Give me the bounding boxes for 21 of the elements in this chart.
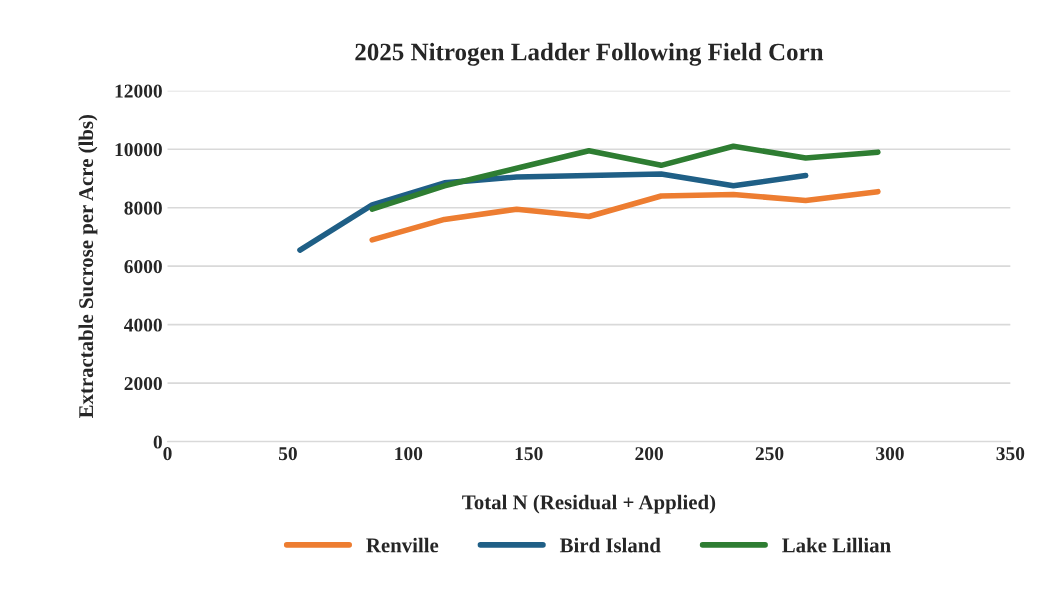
x-tick-label: 100 — [395, 447, 423, 461]
x-tick-label: 350 — [996, 447, 1025, 461]
chart-title: 2025 Nitrogen Ladder Following Field Corn — [355, 42, 824, 66]
x-tick-label: 200 — [635, 447, 663, 461]
x-tick-label: 300 — [876, 447, 904, 461]
legend-label: Renville — [366, 537, 439, 553]
y-tick-label: 6000 — [124, 260, 162, 274]
y-tick-label: 10000 — [115, 143, 162, 157]
y-tick-label: 0 — [153, 435, 162, 449]
x-tick-label: 0 — [163, 447, 172, 461]
y-tick-label: 8000 — [124, 201, 162, 215]
y-axis-title: Extractable Sucrose per Acre (lbs) — [78, 114, 98, 419]
y-tick-label: 12000 — [115, 84, 162, 98]
y-tick-label: 4000 — [124, 318, 162, 332]
legend-label: Bird Island — [559, 537, 661, 553]
y-tick-label: 2000 — [124, 376, 162, 391]
x-tick-label: 50 — [278, 447, 297, 461]
x-tick-label: 150 — [515, 447, 543, 461]
x-tick-label: 250 — [755, 447, 784, 461]
x-axis-title: Total N (Residual + Applied) — [462, 494, 716, 514]
legend-label: Lake Lillian — [782, 537, 891, 553]
